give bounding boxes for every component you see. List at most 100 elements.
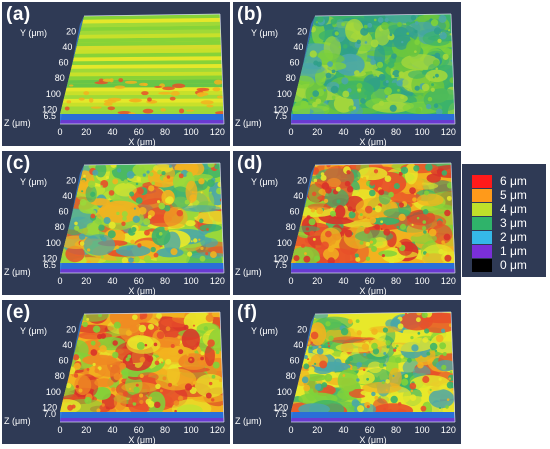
x-tick-label: 0 — [57, 425, 62, 435]
x-axis-label: X (μm) — [128, 137, 155, 146]
legend-label: 5 μm — [500, 188, 527, 202]
x-axis-label: X (μm) — [359, 286, 386, 295]
y-tick-label: 100 — [277, 387, 292, 397]
legend-item: 4 μm — [472, 202, 544, 217]
panel-d: 20 40 60 80 100 120 Y (μm) 7.5 Z (μm) 0 20 40 60 80 10… — [233, 151, 461, 295]
x-tick-label: 20 — [312, 127, 322, 137]
x-tick-label: 20 — [312, 276, 322, 286]
panel-f: 20 40 60 80 100 120 Y (μm) 7.5 Z (μm) 0 20 40 60 80 10… — [233, 300, 461, 444]
y-axis-label: Y (μm) — [20, 326, 47, 336]
surface-plot-b: 20 40 60 80 100 120 Y (μm) 7.5 Z (μm) 0 20 40 60 80 10… — [235, 13, 456, 146]
y-tick-label: 20 — [297, 27, 307, 37]
x-tick-label: 120 — [441, 425, 456, 435]
x-tick-label: 0 — [288, 425, 293, 435]
y-tick-label: 120 — [273, 253, 288, 263]
z-tick-label: 7.5 — [274, 111, 287, 121]
height-surface — [60, 312, 224, 412]
panel-label-d: (d) — [237, 153, 263, 174]
y-tick-label: 20 — [66, 325, 76, 335]
x-axis-label: X (μm) — [128, 286, 155, 295]
x-tick-label: 100 — [415, 425, 430, 435]
z-tick-label: 6.5 — [43, 111, 56, 121]
x-tick-label: 80 — [160, 127, 170, 137]
x-tick-label: 120 — [210, 127, 225, 137]
panel-label-a: (a) — [6, 4, 31, 25]
x-tick-label: 80 — [391, 127, 401, 137]
z-axis-label: Z (μm) — [235, 118, 262, 128]
base-slab — [291, 165, 455, 273]
legend-swatch — [472, 189, 492, 202]
y-tick-label: 60 — [290, 207, 300, 217]
x-tick-label: 40 — [338, 276, 348, 286]
surface-plot-c: 20 40 60 80 100 120 Y (μm) 6.5 Z (μm) 0 20 40 60 80 10… — [4, 162, 225, 295]
x-tick-label: 20 — [81, 425, 91, 435]
base-slab — [60, 314, 224, 422]
legend-swatch — [472, 217, 492, 230]
plot-frame — [291, 13, 456, 125]
panel-c: 20 40 60 80 100 120 Y (μm) 6.5 Z (μm) 0 20 40 60 80 10… — [2, 151, 230, 295]
surface-plot-d: 20 40 60 80 100 120 Y (μm) 7.5 Z (μm) 0 20 40 60 80 10… — [235, 162, 456, 295]
legend-swatch — [472, 231, 492, 244]
legend-item: 0 μm — [472, 258, 544, 273]
y-tick-label: 60 — [290, 58, 300, 68]
z-axis-label: Z (μm) — [4, 267, 31, 277]
x-tick-label: 0 — [288, 276, 293, 286]
legend-swatch — [472, 203, 492, 216]
y-tick-label: 40 — [293, 340, 303, 350]
z-tick-label: 6.5 — [43, 260, 56, 270]
y-tick-label: 20 — [66, 176, 76, 186]
x-axis-label: X (μm) — [359, 435, 386, 444]
y-tick-label: 60 — [290, 356, 300, 366]
x-tick-label: 60 — [365, 127, 375, 137]
z-axis-label: Z (μm) — [4, 118, 31, 128]
height-surface — [291, 163, 455, 263]
x-tick-label: 100 — [415, 276, 430, 286]
legend-swatch — [472, 175, 492, 188]
y-tick-label: 80 — [55, 73, 65, 83]
x-tick-label: 100 — [184, 127, 199, 137]
legend-label: 2 μm — [500, 230, 527, 244]
panel-label-b: (b) — [237, 4, 263, 25]
y-tick-label: 40 — [62, 42, 72, 52]
base-slab — [291, 16, 455, 124]
x-tick-label: 80 — [391, 276, 401, 286]
x-tick-label: 0 — [288, 127, 293, 137]
legend-swatch — [472, 245, 492, 258]
x-tick-label: 80 — [160, 276, 170, 286]
y-axis-label: Y (μm) — [251, 326, 278, 336]
legend-item: 5 μm — [472, 188, 544, 203]
legend-item: 2 μm — [472, 230, 544, 245]
y-tick-label: 120 — [273, 402, 288, 412]
x-tick-label: 80 — [391, 425, 401, 435]
x-tick-label: 120 — [210, 276, 225, 286]
y-axis-label: Y (μm) — [251, 28, 278, 38]
x-tick-label: 60 — [365, 425, 375, 435]
x-tick-label: 80 — [160, 425, 170, 435]
height-surface — [291, 14, 455, 114]
x-tick-label: 120 — [441, 276, 456, 286]
height-surface — [60, 14, 224, 114]
x-tick-label: 100 — [184, 276, 199, 286]
y-tick-label: 120 — [273, 104, 288, 114]
y-tick-label: 40 — [62, 340, 72, 350]
y-tick-label: 40 — [62, 191, 72, 201]
x-tick-label: 20 — [312, 425, 322, 435]
plot-frame — [60, 13, 225, 125]
y-tick-label: 120 — [42, 253, 57, 263]
panel-label-c: (c) — [6, 153, 31, 174]
x-tick-label: 100 — [184, 425, 199, 435]
legend-label: 0 μm — [500, 258, 527, 272]
surface-plot-a: 20 40 60 80 100 120 Y (μm) 6.5 Z (μm) 0 20 40 60 80 10… — [4, 13, 225, 146]
y-tick-label: 60 — [59, 58, 69, 68]
y-tick-label: 40 — [293, 42, 303, 52]
y-tick-label: 80 — [55, 371, 65, 381]
x-tick-label: 60 — [134, 425, 144, 435]
base-slab — [60, 165, 224, 273]
y-tick-label: 100 — [46, 89, 61, 99]
x-axis-label: X (μm) — [359, 137, 386, 146]
y-tick-label: 100 — [46, 387, 61, 397]
x-tick-label: 60 — [365, 276, 375, 286]
z-axis-label: Z (μm) — [4, 416, 31, 426]
y-axis-label: Y (μm) — [20, 28, 47, 38]
y-tick-label: 80 — [286, 222, 296, 232]
